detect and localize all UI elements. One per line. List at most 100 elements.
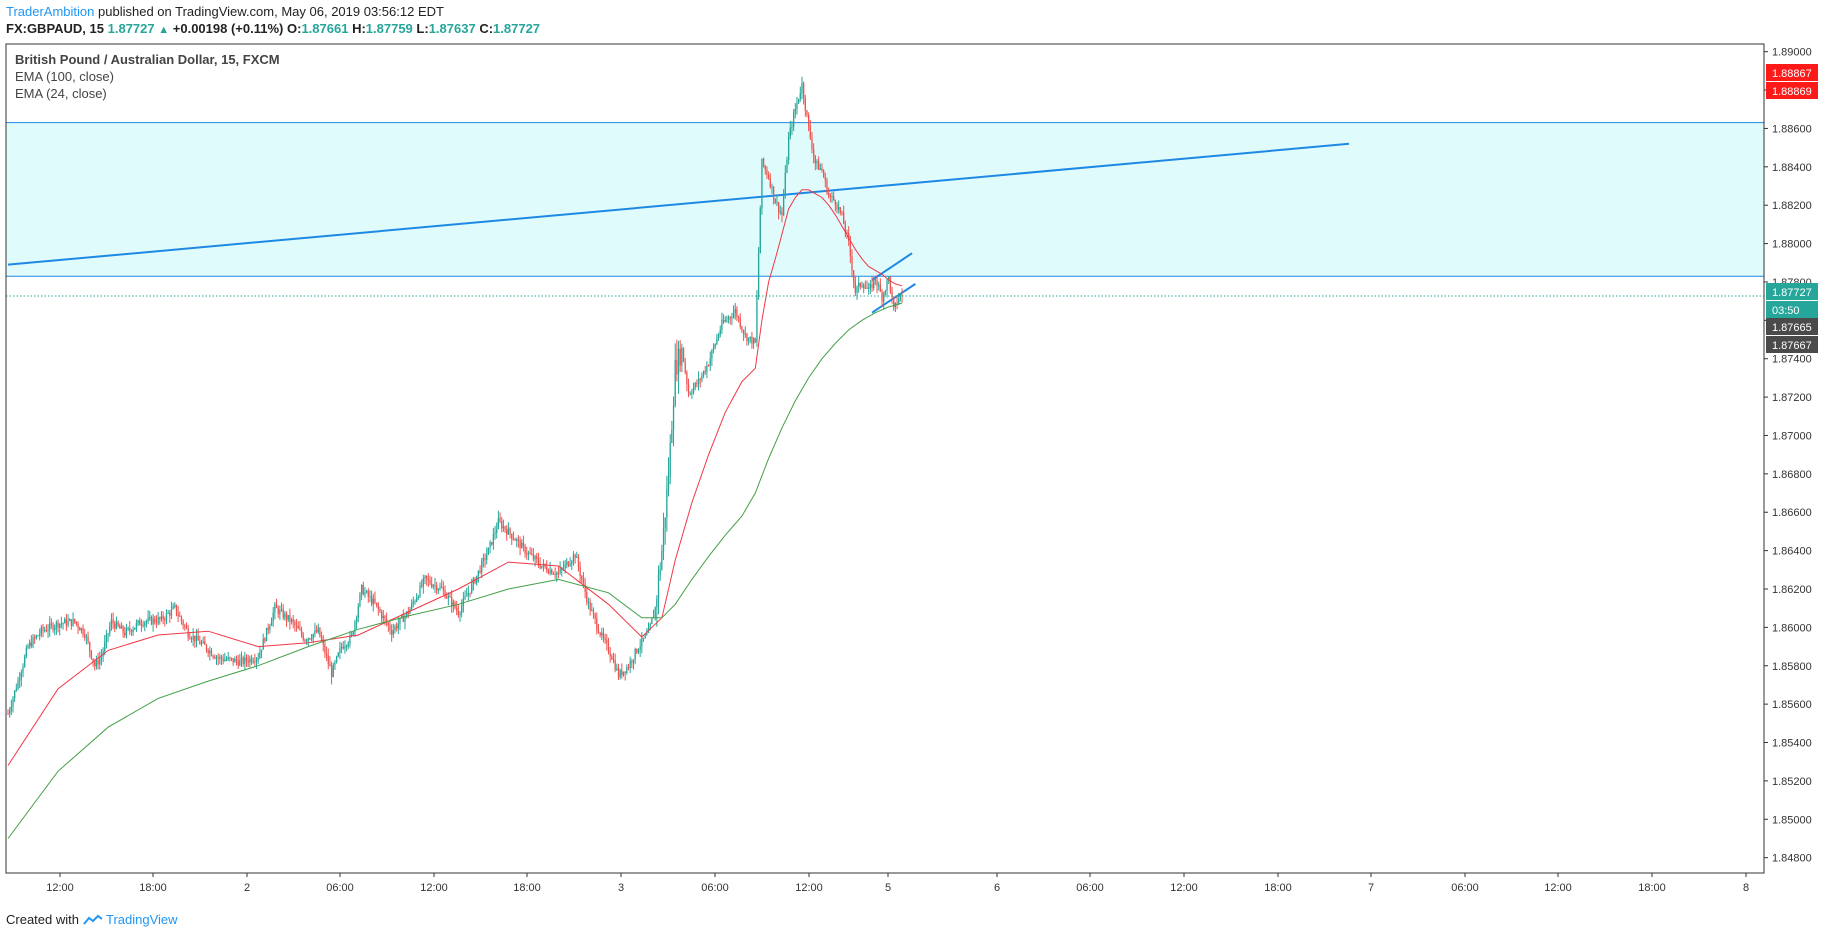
candle-body: [697, 378, 700, 385]
candle-body: [717, 334, 720, 339]
candle-body: [397, 623, 399, 629]
candle-body: [672, 405, 675, 430]
candle-body: [45, 630, 48, 632]
candle-body: [442, 587, 444, 591]
candle-body: [622, 671, 625, 676]
x-tick-label: 18:00: [513, 882, 541, 894]
candle-body: [329, 663, 331, 667]
candle-body: [843, 212, 845, 225]
candle-body: [322, 640, 324, 645]
x-tick-label: 06:00: [701, 882, 729, 894]
candle-body: [631, 661, 633, 663]
candle-body: [9, 710, 11, 714]
candle-body: [499, 518, 501, 522]
candle-body: [120, 626, 123, 629]
tradingview-link[interactable]: TradingView: [106, 912, 178, 927]
candle-body: [646, 633, 648, 635]
candle-body: [839, 207, 841, 213]
candle-body: [275, 604, 278, 609]
candle-body: [469, 592, 471, 594]
candle-body: [801, 82, 803, 94]
candle-body: [77, 623, 79, 628]
candle-body: [177, 613, 179, 616]
candle-body: [579, 567, 581, 576]
candle-body: [461, 605, 463, 613]
candle-body: [612, 659, 615, 661]
candle-body: [459, 612, 461, 616]
candle-body: [257, 658, 259, 660]
candle-body: [582, 579, 585, 584]
candle-body: [881, 291, 883, 302]
price-axis[interactable]: 1.84800 1.85000 1.85200 1.85400 1.85600 1.858…: [1764, 47, 1812, 865]
candle-body: [726, 319, 728, 321]
candle-body: [732, 312, 735, 318]
ema100-legend[interactable]: EMA (100, close): [15, 69, 114, 84]
candle-body: [784, 172, 786, 196]
candle-body: [354, 621, 356, 633]
candle-body: [237, 661, 239, 666]
candle-body: [260, 649, 263, 653]
candle-body: [589, 601, 591, 611]
candle-body: [272, 612, 274, 622]
candle-body: [344, 646, 346, 649]
candle-body: [411, 603, 413, 609]
candle-body: [421, 585, 423, 587]
y-tick-label: 1.88000: [1772, 239, 1812, 251]
candle-body: [796, 102, 798, 109]
ema24-legend[interactable]: EMA (24, close): [15, 86, 107, 101]
candle-body: [295, 625, 298, 627]
candle-body: [282, 609, 284, 618]
candle-body: [514, 539, 516, 541]
candle-body: [848, 233, 850, 241]
candle-body: [225, 659, 228, 661]
x-tick-label: 06:00: [1451, 882, 1479, 894]
candle-body: [534, 556, 536, 560]
candle-body: [315, 630, 318, 633]
candle-body: [586, 592, 588, 603]
candle-body: [627, 667, 630, 669]
candle-body: [12, 698, 14, 707]
candle-body: [883, 293, 885, 302]
candle-body: [400, 615, 403, 618]
candle-body: [591, 610, 593, 612]
candle-body: [481, 560, 483, 573]
x-tick-label: 18:00: [1264, 882, 1292, 894]
candle-body: [751, 336, 753, 345]
time-axis[interactable]: 12:00 18:00 2 06:00 12:00 18:00 3 06:00 12:00 5 6 0…: [46, 873, 1749, 894]
candle-body: [507, 528, 510, 535]
candle-body: [239, 659, 241, 666]
candle-body: [424, 575, 426, 579]
candle-body: [657, 574, 660, 600]
candle-body: [878, 284, 880, 286]
candle-body: [157, 617, 159, 624]
candle-body: [566, 561, 568, 565]
candle-body: [170, 608, 173, 616]
candle-body: [60, 623, 63, 625]
y-tick-label: 1.88400: [1772, 162, 1812, 174]
candle-body: [886, 280, 888, 291]
high-label: H:: [352, 21, 366, 36]
candle-body: [165, 613, 168, 621]
symbol-label: FX:GBPAUD, 15: [6, 21, 104, 36]
candle-body: [846, 232, 848, 234]
candle-body: [305, 640, 308, 642]
candle-body: [834, 200, 836, 205]
candle-body: [526, 553, 528, 555]
price-chart[interactable]: 1.84800 1.85000 1.85200 1.85400 1.85600 1.858…: [0, 0, 1828, 905]
candle-body: [42, 627, 44, 631]
candle-body: [115, 621, 118, 629]
candle-body: [114, 623, 116, 629]
candle-body: [712, 346, 715, 351]
candle-body: [527, 552, 530, 555]
author-link[interactable]: TraderAmbition: [6, 4, 95, 19]
candle-body: [267, 627, 269, 630]
candle-body: [828, 193, 830, 196]
candle-body: [642, 637, 645, 639]
candle-body: [858, 282, 860, 287]
candle-body: [626, 667, 628, 673]
candle-body: [125, 628, 128, 636]
candle-body: [406, 611, 408, 617]
candle-body: [537, 559, 540, 565]
candle-body: [659, 569, 661, 575]
y-tick-label: 1.88200: [1772, 200, 1812, 212]
